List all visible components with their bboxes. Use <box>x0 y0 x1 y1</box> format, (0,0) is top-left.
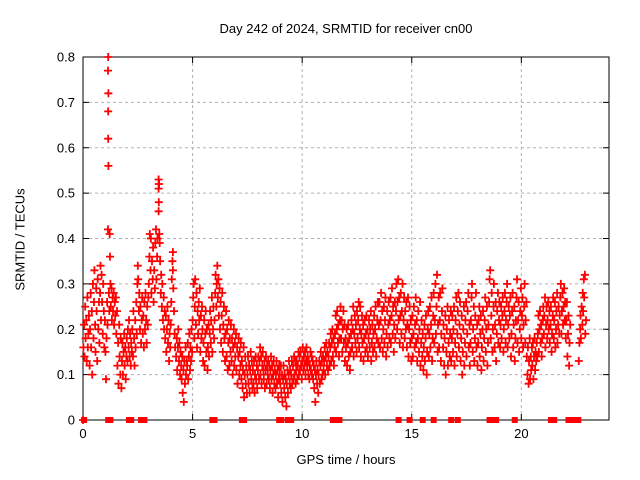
x-tick-labels: 0 5 10 15 20 <box>79 426 528 441</box>
svg-text:0.7: 0.7 <box>57 95 75 110</box>
svg-text:0.4: 0.4 <box>57 231 75 246</box>
svg-text:0.2: 0.2 <box>57 322 75 337</box>
svg-text:0.3: 0.3 <box>57 276 75 291</box>
svg-text:10: 10 <box>295 426 309 441</box>
y-tick-labels: 0 0.1 0.2 0.3 0.4 0.5 0.6 0.7 0.8 <box>57 50 75 428</box>
chart-title: Day 242 of 2024, SRMTID for receiver cn0… <box>219 21 473 36</box>
svg-text:0.5: 0.5 <box>57 186 75 201</box>
svg-text:0.6: 0.6 <box>57 140 75 155</box>
y-axis-label: SRMTID / TECUs <box>12 188 28 291</box>
x-axis-label: GPS time / hours <box>296 452 396 467</box>
svg-text:0.1: 0.1 <box>57 367 75 382</box>
svg-text:15: 15 <box>405 426 419 441</box>
svg-text:0: 0 <box>68 413 75 428</box>
svg-text:20: 20 <box>514 426 528 441</box>
svg-text:0: 0 <box>79 426 86 441</box>
scatter-points <box>79 53 590 424</box>
event-markers <box>81 417 582 423</box>
svg-text:0.8: 0.8 <box>57 50 75 65</box>
svg-text:5: 5 <box>189 426 196 441</box>
